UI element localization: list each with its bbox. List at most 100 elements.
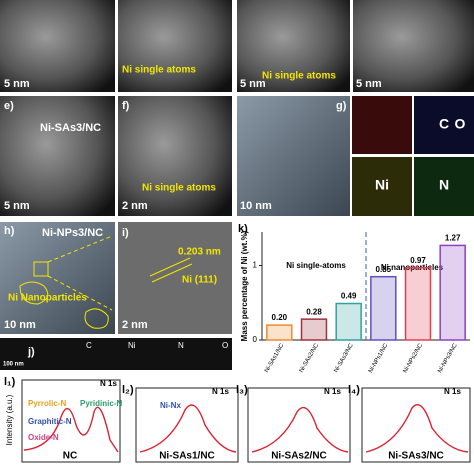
- x-tick-label: Ni-NPs3/NC: [437, 342, 459, 374]
- annotation: Ni single-atoms: [286, 261, 346, 270]
- element-label: Ni: [128, 341, 136, 350]
- xps-curve: [23, 406, 119, 453]
- x-tick-label: Ni-SAs3/NC: [333, 342, 355, 374]
- sample-label: NC: [63, 451, 77, 462]
- micrograph-d: [353, 0, 474, 92]
- value-label: 0.20: [272, 313, 288, 322]
- panel-label: e): [4, 100, 14, 112]
- xps-curve: [365, 404, 469, 453]
- scale-bar-label: 5 nm: [240, 78, 266, 90]
- bar: [370, 275, 397, 341]
- scale-bar-label: 5 nm: [4, 200, 30, 212]
- value-label: 0.97: [410, 256, 426, 265]
- element-label: N: [178, 341, 184, 350]
- micrograph-i: [118, 222, 232, 334]
- scale-bar-label: 5 nm: [4, 78, 30, 90]
- bar: [335, 302, 362, 341]
- xps-panels: Intensity (a.u.) l₁) N 1s Pyrrolic-N Pyr…: [4, 376, 471, 463]
- panel-label: l₁): [4, 376, 16, 388]
- scale-bar-label: 5 nm: [356, 78, 382, 90]
- sample-label: Ni-SAs1/NC: [159, 451, 215, 462]
- xps-frame: [361, 387, 471, 463]
- component: Pyrrolic-N: [28, 399, 66, 408]
- panel-label: l₄): [348, 384, 360, 396]
- scale-bar-label: 10 nm: [4, 319, 36, 331]
- annotation: 0.203 nm: [178, 247, 221, 258]
- y-axis-label: Intensity (a.u.): [5, 394, 14, 445]
- scale-bar-label: 2 nm: [122, 319, 148, 331]
- sample-label: Ni-SAs3/NC: [40, 122, 101, 134]
- panel-label: j): [27, 346, 35, 358]
- scale-bar-label: 10 nm: [240, 200, 272, 212]
- value-label: 0.49: [341, 292, 357, 301]
- annotation: Ni Nanoparticles: [8, 293, 87, 304]
- micrograph-g: [237, 96, 350, 216]
- x-tick-label: Ni-NPs2/NC: [403, 342, 425, 374]
- core-level: N 1s: [444, 387, 461, 396]
- bar: [439, 244, 466, 341]
- panel-label: k): [238, 223, 248, 235]
- sample-label: Ni-NPs3/NC: [42, 227, 103, 239]
- value-label: 1.27: [445, 234, 461, 243]
- lattice-marker: [149, 257, 193, 283]
- bar: [266, 324, 293, 341]
- annotation: Ni single atoms: [142, 183, 216, 194]
- panel-label: h): [4, 225, 15, 237]
- component: Pyridinic-N: [80, 399, 122, 408]
- nanoparticle-outline: [19, 281, 109, 329]
- scale-bar-label: 2 nm: [122, 200, 148, 212]
- micrograph-a: [0, 0, 115, 92]
- micrograph-e: [0, 96, 115, 216]
- micrograph-b: [118, 0, 232, 92]
- x-tick-label: Ni-NPs1/NC: [368, 342, 390, 374]
- element-label: Ni: [375, 177, 389, 193]
- x-tick-label: Ni-SAs2/NC: [299, 342, 321, 374]
- component: Ni-Nx: [160, 401, 181, 410]
- panel-label: i): [122, 227, 129, 239]
- bar: [404, 267, 432, 341]
- micrograph-f: [118, 96, 232, 216]
- core-level: N 1s: [100, 379, 117, 388]
- annotation: Ni single atoms: [122, 65, 196, 76]
- zoom-lines: [47, 235, 113, 311]
- eds-map-ni: [352, 157, 412, 216]
- bar-chart: k)Mass percentage of Ni (wt.%) 0 1 Ni singl…: [238, 223, 470, 374]
- xps-curve: [139, 404, 237, 453]
- xps-frame: [135, 387, 239, 463]
- panel-label: g): [336, 100, 347, 112]
- sample-label: Ni-SAs3/NC: [388, 451, 444, 462]
- y-tick-label: 0: [253, 335, 258, 344]
- sample-label: Ni-SAs2/NC: [271, 451, 327, 462]
- zoom-box: [33, 261, 49, 277]
- core-level: N 1s: [324, 387, 341, 396]
- xps-curve: [251, 406, 349, 453]
- core-level: N 1s: [212, 387, 229, 396]
- element-label: N: [439, 177, 449, 193]
- panel-label: l₂): [122, 384, 134, 396]
- eds-map-o: [414, 96, 474, 154]
- x-tick-label: Ni-SAs1/NC: [264, 342, 286, 374]
- element-label: O: [222, 341, 228, 350]
- element-label: C: [439, 116, 449, 132]
- element-label: C: [86, 341, 92, 350]
- annotation: Ni (111): [182, 275, 217, 286]
- scale-bar-label: 100 nm: [3, 362, 24, 368]
- annotation: Ni single atoms: [262, 71, 336, 82]
- eds-strip: [0, 338, 232, 370]
- y-tick-label: 1: [253, 261, 258, 270]
- micrograph-c: [237, 0, 350, 92]
- component: Graphitic-N: [28, 417, 72, 426]
- xps-frame: [247, 387, 351, 463]
- eds-map-n: [414, 157, 474, 216]
- component: Oxide-N: [28, 433, 59, 442]
- y-axis-label: Mass percentage of Ni (wt.%): [240, 230, 249, 341]
- element-label: O: [455, 116, 466, 132]
- eds-map-c: [352, 96, 412, 154]
- panel-label: f): [122, 100, 130, 112]
- xps-frame: [21, 379, 121, 463]
- value-label: 0.85: [376, 265, 392, 274]
- bar: [300, 318, 328, 341]
- micrograph-h: [0, 222, 115, 334]
- panel-label: l₃): [236, 384, 248, 396]
